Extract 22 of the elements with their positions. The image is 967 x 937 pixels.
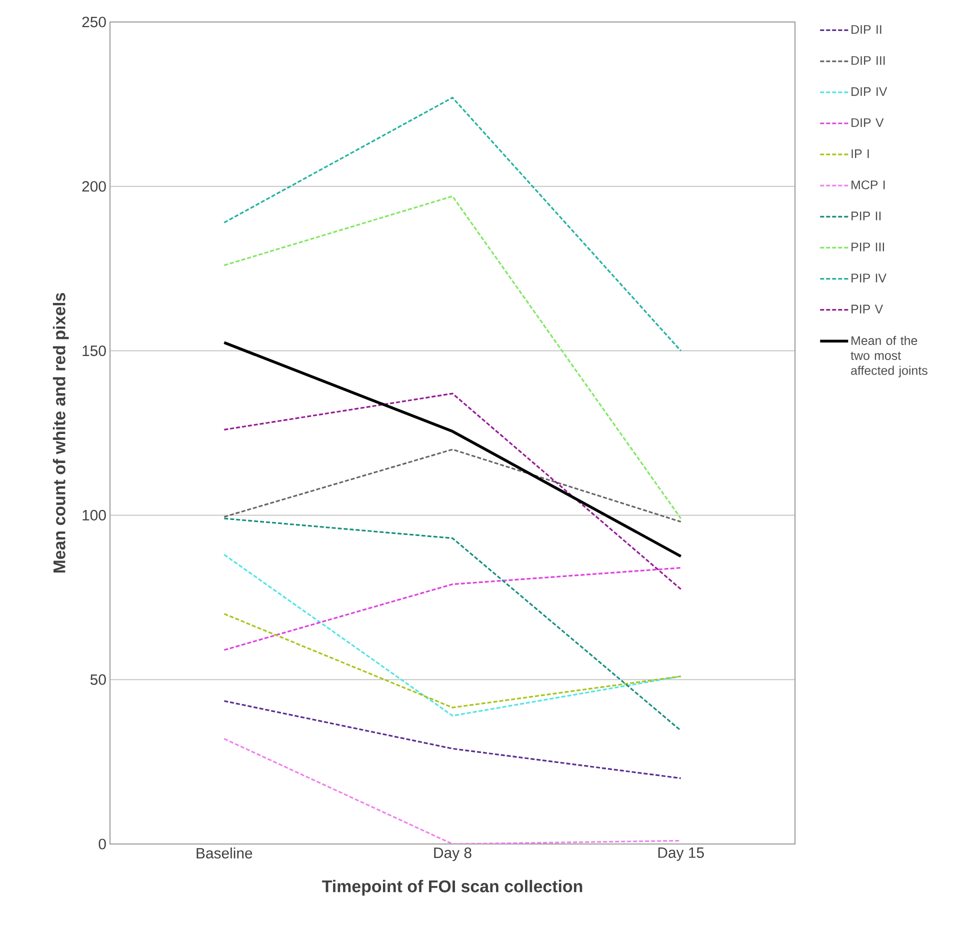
- legend-label: IP I: [852, 149, 869, 158]
- y-tick-label: 0: [98, 838, 106, 850]
- x-tick-label: Day 15: [658, 848, 704, 861]
- y-tick-label: 200: [82, 181, 106, 192]
- y-tick-label: 50: [90, 674, 106, 685]
- legend-label: DIP III: [852, 56, 885, 65]
- y-tick-label: 250: [82, 16, 106, 28]
- x-tick-label: Day 8: [434, 848, 472, 862]
- legend-label: PIP II: [852, 212, 881, 220]
- legend-label: DIP V: [852, 118, 884, 127]
- legend-label: DIP IV: [852, 87, 888, 96]
- legend-label: PIP IV: [852, 274, 886, 282]
- y-tick-label: 150: [82, 346, 106, 356]
- x-tick-label: Baseline: [196, 848, 252, 858]
- legend-label: PIP III: [852, 242, 884, 252]
- y-axis-title: Mean count of white and red pixels: [52, 293, 69, 573]
- legend-label: DIP II: [852, 25, 882, 34]
- legend-label: Mean of the two most affected joints: [850, 336, 928, 378]
- legend-label: MCP I: [852, 180, 885, 190]
- x-axis-title: Timepoint of FOI scan collection: [322, 880, 582, 896]
- y-tick-label: 100: [82, 510, 106, 520]
- legend-label: PIP V: [852, 304, 884, 314]
